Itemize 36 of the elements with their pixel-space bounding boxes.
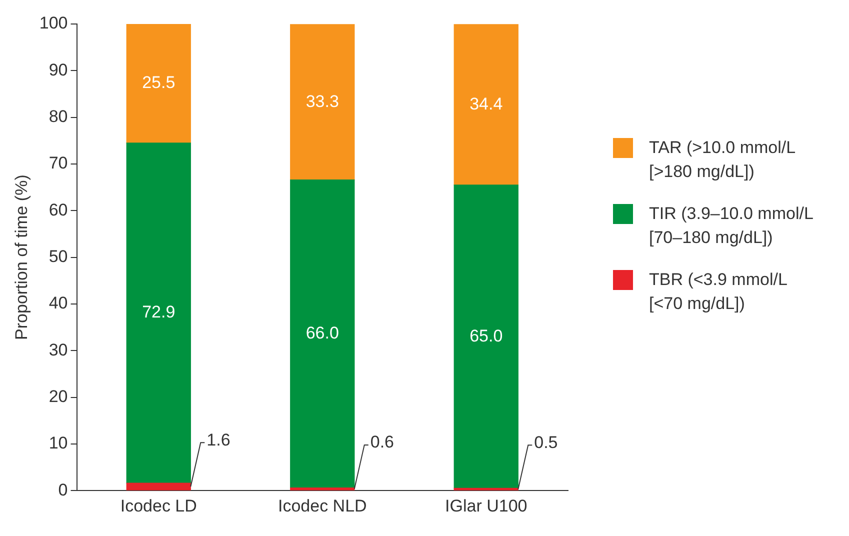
bar — [290, 487, 355, 490]
y-tick-label: 80 — [48, 107, 68, 126]
data-label: 34.4 — [470, 94, 503, 114]
x-tick-label: IGlar U100 — [445, 496, 528, 516]
bar — [454, 184, 518, 489]
bar — [126, 142, 191, 484]
bar — [126, 482, 191, 490]
y-tick-label: 10 — [48, 434, 68, 453]
legend-label: TIR (3.9–10.0 mmol/L [70–180 mg/dL]) — [649, 203, 813, 249]
y-tick-label: 100 — [39, 14, 68, 33]
y-tick-label: 20 — [48, 386, 68, 406]
x-tick-label: Icodec NLD — [278, 496, 367, 516]
y-axis-title: Proportion of time (%) — [12, 174, 31, 340]
bar — [290, 24, 355, 180]
data-label: 0.6 — [370, 432, 394, 452]
y-tick-label: 60 — [48, 200, 68, 220]
y-tick-label: 30 — [48, 340, 68, 360]
data-label: 1.6 — [206, 430, 230, 450]
bar — [126, 24, 191, 144]
data-label: 72.9 — [142, 302, 176, 322]
bar — [290, 180, 355, 488]
data-label: 66.0 — [306, 324, 339, 343]
y-tick-label: 50 — [48, 246, 68, 266]
x-tick-label: Icodec LD — [120, 496, 197, 516]
legend-label: TBR (<3.9 mmol/L [<70 mg/dL]) — [649, 269, 788, 315]
y-tick-label: 40 — [48, 294, 68, 313]
bar — [454, 24, 518, 186]
bar — [454, 488, 518, 490]
y-tick-label: 90 — [48, 60, 68, 80]
legend-label: TAR (>10.0 mmol/L [>180 mg/dL]) — [649, 137, 796, 183]
data-label: 0.5 — [534, 432, 558, 452]
data-label: 65.0 — [470, 326, 503, 346]
data-label: 25.5 — [142, 73, 176, 92]
y-tick-label: 70 — [48, 154, 68, 173]
y-tick-label: 0 — [58, 480, 68, 500]
data-label: 33.3 — [306, 92, 339, 111]
